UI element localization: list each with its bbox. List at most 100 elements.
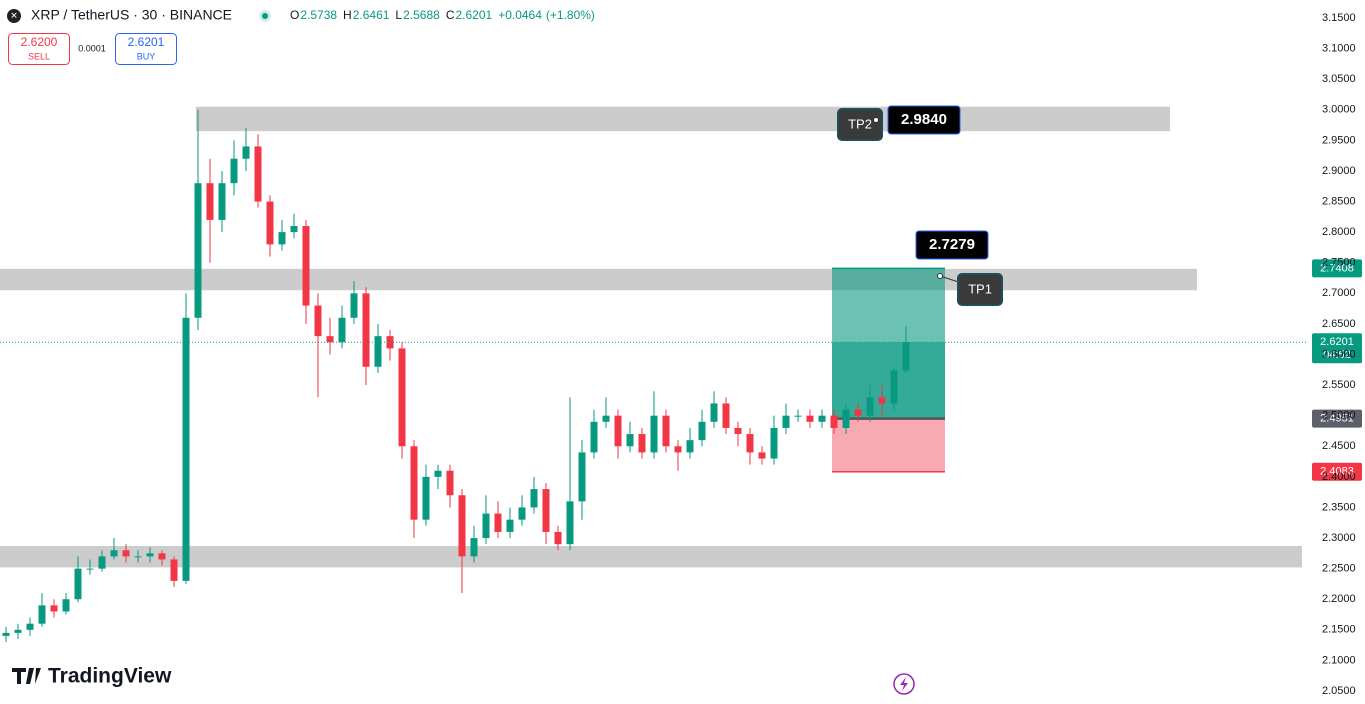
ohlc: O 2.5738 H 2.6461 L 2.5688 C 2.6201 +0.0464 (+1.8… — [290, 8, 595, 22]
y-tick-label: 2.3000 — [1322, 532, 1356, 544]
candle-body — [230, 158, 238, 184]
candle-body — [518, 507, 526, 520]
candle-body — [38, 605, 46, 624]
target-tag-label: 2.7408 — [1320, 262, 1354, 274]
ohlc-key: H — [343, 8, 352, 22]
lightning-icon — [900, 677, 908, 691]
symbol-title[interactable]: XRP / TetherUS · 30 · BINANCE — [31, 7, 232, 23]
entry-tag — [1312, 409, 1362, 428]
y-tick-label: 2.1500 — [1322, 624, 1356, 636]
candle-body — [470, 538, 478, 557]
sell-price[interactable]: 2.6200 — [21, 35, 58, 49]
brand-logo — [12, 668, 41, 684]
ohlc-value: 2.5688 — [403, 8, 440, 22]
candle-body — [794, 415, 802, 417]
candle-body — [542, 489, 550, 532]
y-tick-label: 2.8000 — [1322, 226, 1356, 238]
symbol-icon — [7, 9, 21, 23]
y-tick-label: 2.7500 — [1322, 257, 1356, 269]
y-tick-label: 2.9000 — [1322, 165, 1356, 177]
candle-body — [350, 293, 358, 318]
sell-label[interactable]: SELL — [28, 51, 50, 61]
y-tick-label: 2.8500 — [1322, 195, 1356, 207]
buy-button[interactable] — [115, 33, 177, 65]
candle-body — [806, 415, 814, 422]
candle-body — [878, 397, 886, 404]
y-tick-label: 3.1500 — [1322, 12, 1356, 24]
candle-body — [446, 470, 454, 496]
callout-label-box — [957, 273, 1003, 306]
candle-body — [338, 317, 346, 343]
y-tick-label: 2.5000 — [1322, 410, 1356, 422]
candle-body — [218, 183, 226, 220]
ohlc-value: 2.6201 — [455, 8, 492, 22]
ohlc-key: L — [395, 8, 402, 22]
candle-body — [758, 452, 766, 459]
ohlc-key: C — [446, 8, 455, 22]
progress-zone — [832, 342, 945, 419]
y-tick-label: 2.4500 — [1322, 440, 1356, 452]
stop-tag — [1312, 462, 1362, 481]
y-tick-label: 3.0000 — [1322, 104, 1356, 116]
candle-body — [674, 446, 682, 453]
y-tick-label: 2.6500 — [1322, 318, 1356, 330]
candle-body — [842, 409, 850, 428]
candle-body — [554, 531, 562, 545]
candle-body — [122, 550, 130, 557]
candle-body — [2, 632, 10, 636]
sell-button[interactable] — [8, 33, 70, 65]
callout-label-box — [837, 108, 883, 141]
candle-body — [662, 415, 670, 447]
y-tick-label: 2.7000 — [1322, 287, 1356, 299]
candle-body — [302, 226, 310, 306]
candle-body — [482, 513, 490, 539]
callout-price-box — [887, 105, 961, 135]
candle-body — [74, 568, 82, 600]
candle-body — [770, 427, 778, 459]
y-tick-label: 2.6000 — [1322, 348, 1356, 360]
buy-price[interactable]: 2.6201 — [128, 35, 165, 49]
candle-body — [182, 317, 190, 581]
candle-body — [362, 293, 370, 367]
candles — [2, 109, 910, 643]
y-tick-label: 2.2000 — [1322, 593, 1356, 605]
candle-body — [62, 599, 70, 612]
candle-body — [578, 452, 586, 502]
candle-body — [698, 421, 706, 441]
countdown: 04:52 — [1323, 349, 1351, 361]
status-dot-core — [262, 13, 268, 19]
candle-body — [602, 415, 610, 422]
change: +0.0464 — [498, 8, 542, 22]
candle-body — [326, 336, 334, 343]
candle-body — [830, 415, 838, 428]
change-pct: (+1.80%) — [546, 8, 595, 22]
y-tick-label: 3.1000 — [1322, 42, 1356, 54]
candle-body — [710, 403, 718, 422]
buy-label[interactable]: BUY — [137, 51, 156, 61]
callout-label: TP2 — [848, 116, 872, 131]
candle-body — [590, 421, 598, 453]
zone — [0, 545, 1302, 568]
candle-body — [14, 629, 22, 633]
candle-body — [734, 427, 742, 435]
candle-body — [782, 415, 790, 428]
candle-body — [194, 183, 202, 318]
candle-body — [278, 232, 286, 245]
stop-tag-label: 2.4083 — [1320, 466, 1354, 478]
candle-body — [170, 559, 178, 581]
zone — [0, 268, 1197, 291]
candle-body — [98, 556, 106, 569]
zones — [0, 106, 1302, 568]
candle-body — [398, 348, 406, 447]
candle-body — [890, 370, 898, 404]
candle-body — [410, 446, 418, 520]
ohlc-value: 2.6461 — [353, 8, 390, 22]
ohlc-key: O — [290, 8, 299, 22]
candle-body — [50, 605, 58, 612]
y-tick-label: 2.2500 — [1322, 563, 1356, 575]
candle-body — [374, 336, 382, 367]
candle-body — [158, 553, 166, 560]
